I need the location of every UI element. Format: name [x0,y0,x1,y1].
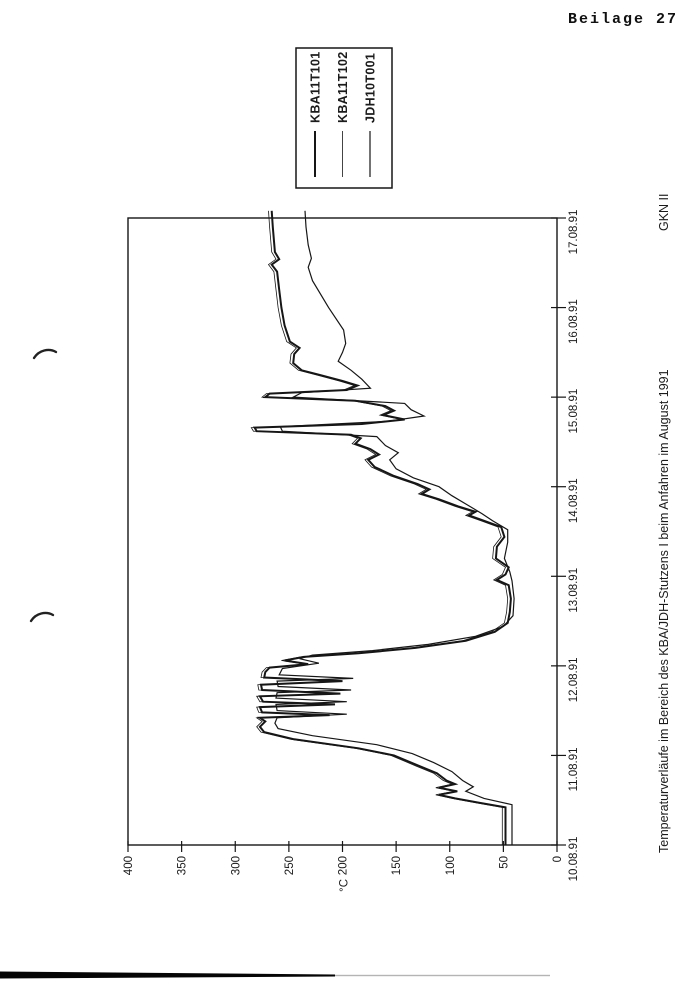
series-line-KBA11T102 [250,210,509,845]
y-tick-label: 300 [230,856,242,875]
x-tick-label: 11.08.91 [568,747,580,791]
y-tick-label: 350 [177,856,189,875]
chart-footer-right: GKN II [657,193,671,231]
legend-label-KBA11T102: KBA11T102 [336,52,350,124]
binding-mark [29,611,55,623]
page-title: Beilage 27 [567,11,678,28]
legend-box [295,47,393,189]
binding-mark [32,348,58,360]
rotated-chart-group: 0 50 100 150 200 250 300 350 400 °C 10.08.91 11.08.… [123,47,671,892]
x-tick-label: 12.08.91 [568,657,580,702]
y-tick-label: 250 [284,856,296,875]
scan-edge-artifact-faint [335,974,550,977]
plot-frame [127,217,558,846]
y-tick-label: 100 [445,856,457,875]
y-axis-unit-label: °C [339,879,351,892]
x-tick-label: 13.08.91 [568,568,580,613]
x-tick-label: 17.08.91 [568,210,580,255]
scan-edge-artifact [0,971,335,979]
y-tick-label: 150 [391,856,403,875]
chart-title: Temperaturverläufe im Bereich des KBA/JD… [657,369,671,853]
y-tick-label: 200 [338,856,350,875]
legend-label-JDH10T001: JDH10T001 [364,53,378,123]
legend-label-KBA11T101: KBA11T101 [309,52,323,124]
series-line-JDH10T001 [274,210,515,845]
y-tick-label: 400 [123,856,135,875]
series-line-KBA11T101 [252,210,512,845]
x-tick-label: 10.08.91 [568,837,580,882]
x-tick-label: 16.08.91 [568,299,580,344]
x-tick-label: 15.08.91 [568,389,580,434]
y-tick-label: 50 [498,856,510,869]
x-tick-label: 14.08.91 [568,478,580,523]
y-tick-label: 0 [552,856,564,862]
